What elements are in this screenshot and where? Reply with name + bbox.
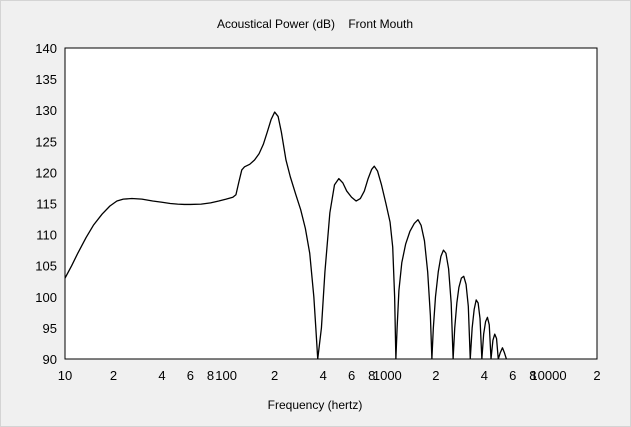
- y-tick-label: 100: [35, 290, 57, 305]
- x-tick-label: 6: [187, 368, 194, 383]
- series-line: [65, 111, 508, 359]
- x-tick-label: 2: [271, 368, 278, 383]
- x-tick-label: 8: [529, 368, 536, 383]
- y-tick-label: 135: [35, 72, 57, 87]
- y-axis-ticks: 140 135 130 125 120 115 110 105 100 95 90: [35, 41, 57, 367]
- x-tick-label: 4: [481, 368, 488, 383]
- y-tick-label: 125: [35, 134, 57, 149]
- x-tick-label: 2: [110, 368, 117, 383]
- x-axis-label: Frequency (hertz): [268, 398, 363, 412]
- x-tick-label: 2: [593, 368, 600, 383]
- x-tick-label: 10000: [530, 368, 566, 383]
- x-tick-label: 1000: [373, 368, 402, 383]
- x-tick-label: 6: [509, 368, 516, 383]
- x-tick-label: 8: [368, 368, 375, 383]
- x-tick-label: 100: [215, 368, 237, 383]
- y-tick-label: 130: [35, 103, 57, 118]
- chart-title: Acoustical Power (dB) Front Mouth: [217, 17, 413, 31]
- y-tick-label: 120: [35, 165, 57, 180]
- x-tick-label: 4: [320, 368, 327, 383]
- y-tick-label: 140: [35, 41, 57, 56]
- y-tick-label: 115: [36, 197, 57, 212]
- x-tick-label: 10: [58, 368, 72, 383]
- x-tick-label: 6: [348, 368, 355, 383]
- y-tick-label: 95: [43, 321, 57, 336]
- x-tick-label: 4: [158, 368, 165, 383]
- x-tick-label: 8: [207, 368, 214, 383]
- y-tick-label: 90: [43, 352, 57, 367]
- y-tick-label: 110: [36, 228, 57, 243]
- x-tick-label: 2: [432, 368, 439, 383]
- y-tick-label: 105: [35, 259, 57, 274]
- series-layer: [65, 111, 508, 359]
